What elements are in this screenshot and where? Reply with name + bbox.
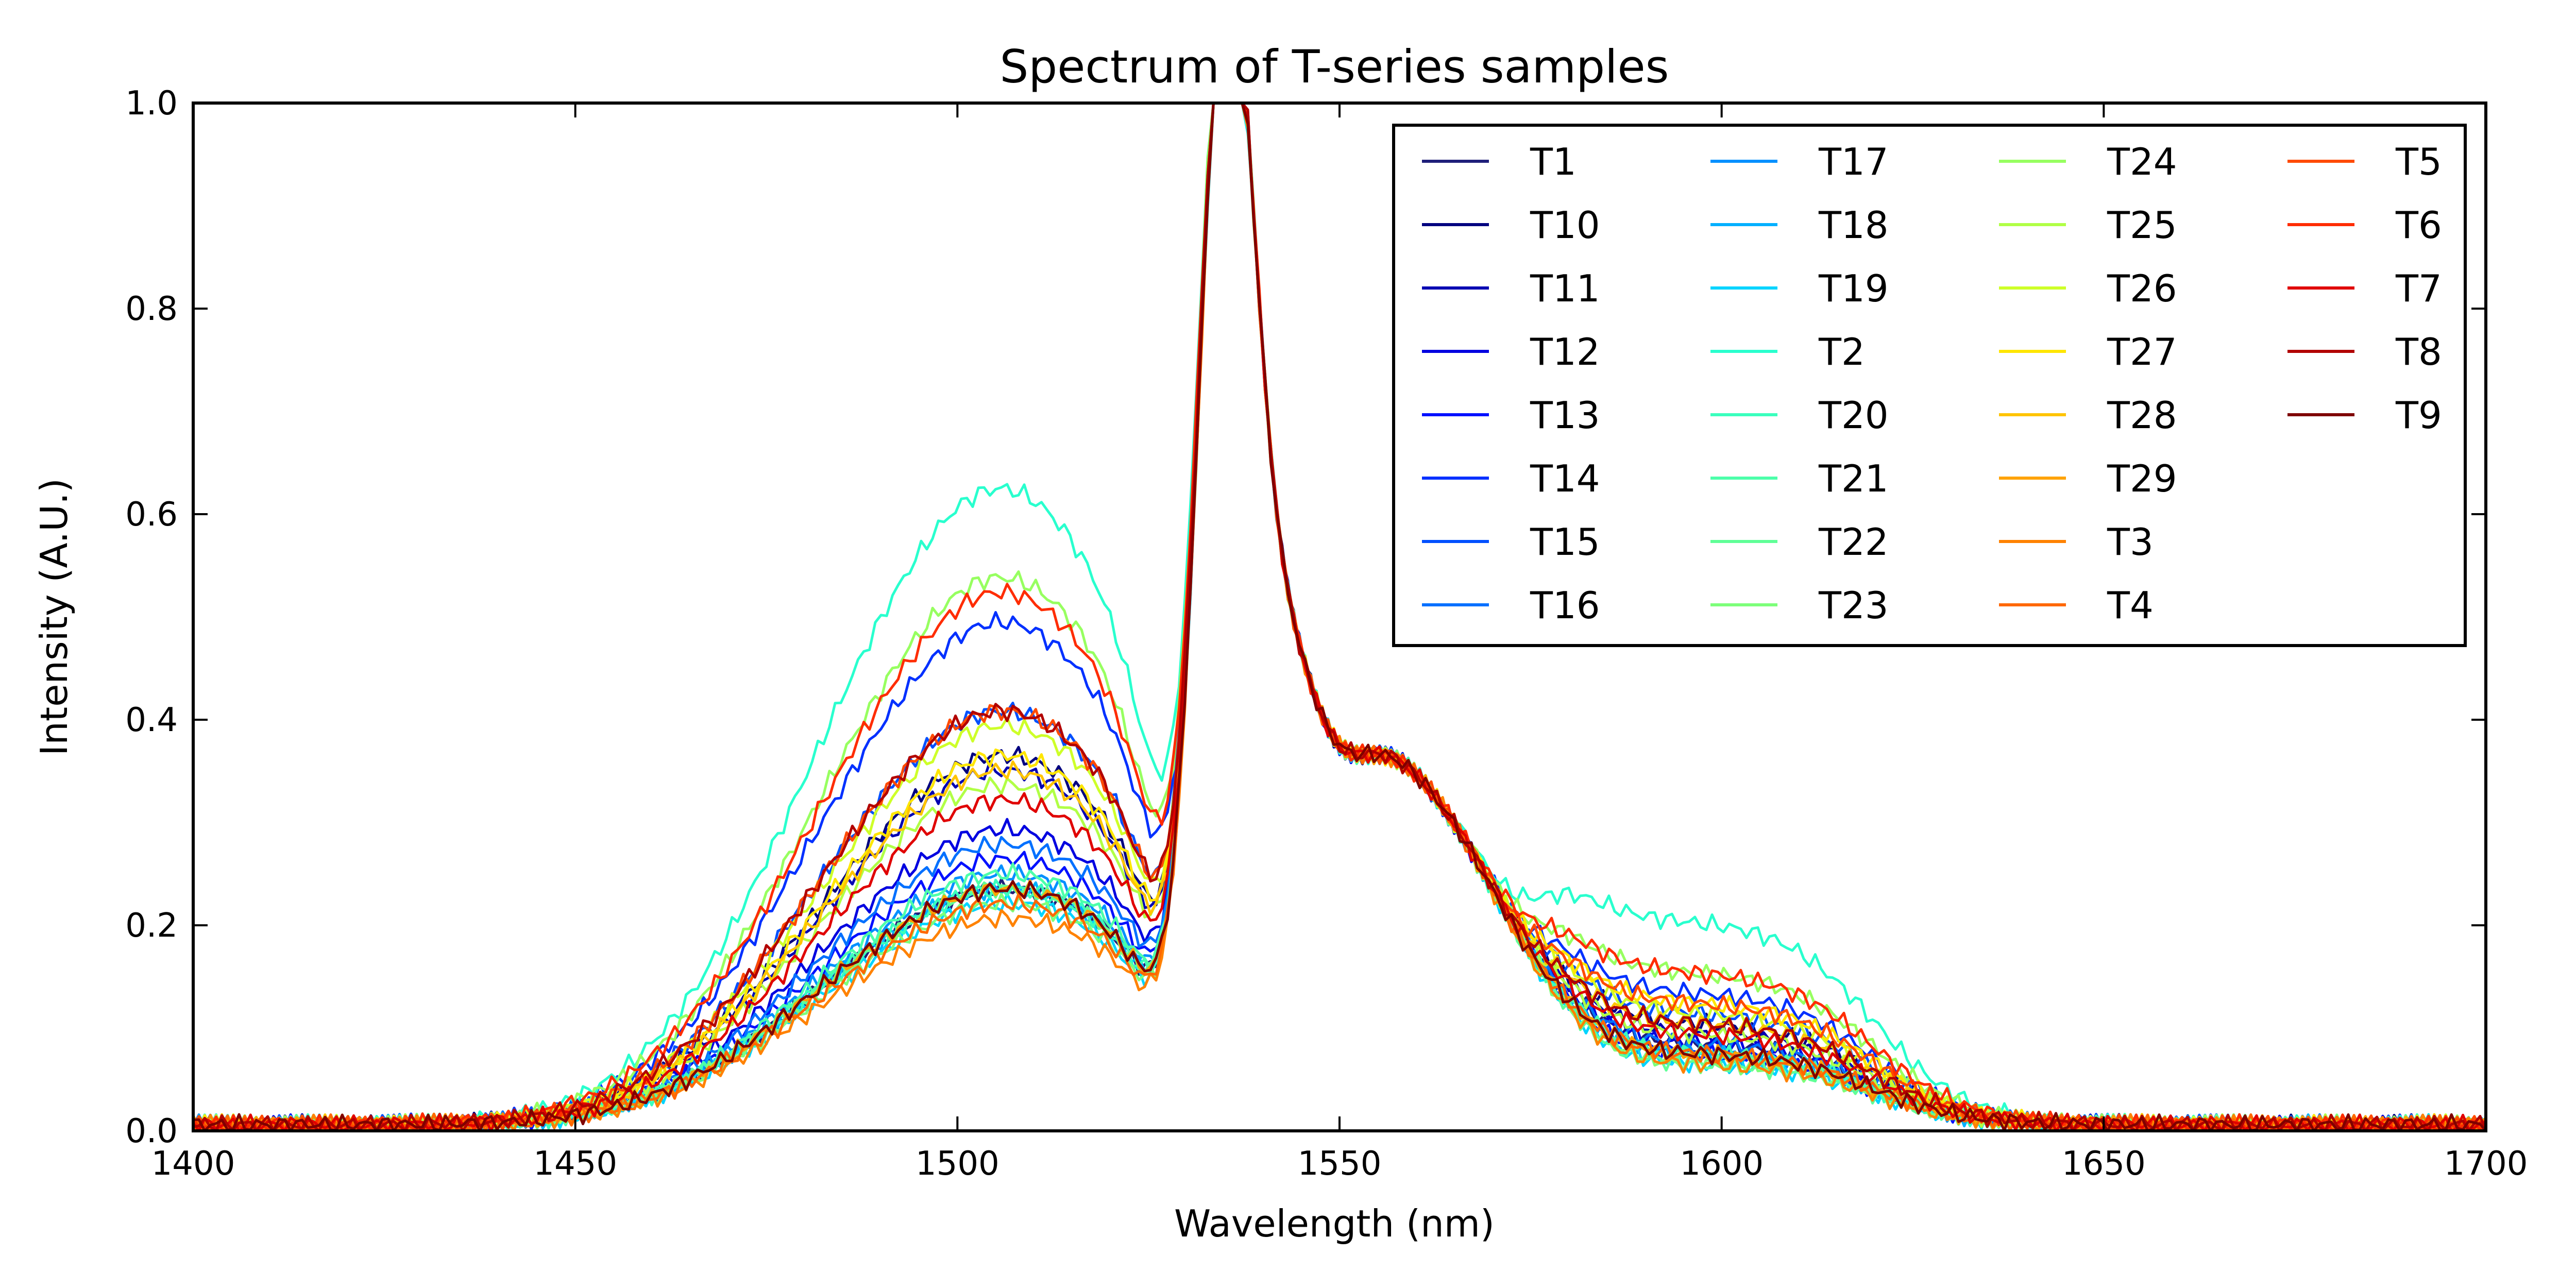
legend-label-t27: T27 — [2107, 330, 2177, 374]
x-tick-labels: 1400 1450 1500 1550 1600 1650 1700 — [151, 1145, 2528, 1183]
legend-label-t5: T5 — [2395, 140, 2442, 183]
x-tick-label: 1450 — [533, 1145, 617, 1183]
axis-ticks — [192, 102, 2487, 1132]
legend-label-t20: T20 — [1818, 394, 1889, 437]
legend-label-t23: T23 — [1818, 584, 1889, 627]
y-tick-label: 0.4 — [125, 701, 178, 739]
legend-label-t26: T26 — [2107, 267, 2177, 310]
y-axis-title: Intensity (A.U.) — [32, 478, 76, 756]
y-tick-label: 0.6 — [125, 496, 178, 534]
legend-frame — [1392, 124, 2467, 647]
x-tick-label: 1650 — [2062, 1145, 2146, 1183]
y-tick-label: 0.0 — [125, 1112, 178, 1150]
legend-label-t9: T9 — [2395, 394, 2442, 437]
legend-label-t29: T29 — [2107, 457, 2177, 500]
legend-label-t12: T12 — [1530, 330, 1600, 374]
legend-label-t28: T28 — [2107, 394, 2177, 437]
legend-label-t24: T24 — [2107, 140, 2177, 183]
y-tick-label: 1.0 — [125, 84, 178, 123]
legend-label-t1: T1 — [1530, 140, 1577, 183]
legend-label-t17: T17 — [1818, 140, 1889, 183]
x-tick-label: 1500 — [916, 1145, 999, 1183]
legend-label-t25: T25 — [2107, 204, 2177, 247]
legend-label-t3: T3 — [2107, 520, 2154, 564]
legend-label-t7: T7 — [2395, 267, 2442, 310]
legend-label-t10: T10 — [1530, 204, 1600, 247]
x-axis-title: Wavelength (nm) — [1174, 1202, 1495, 1245]
legend-label-t15: T15 — [1530, 520, 1600, 564]
legend-label-t22: T22 — [1818, 520, 1889, 564]
legend-label-t19: T19 — [1818, 267, 1889, 310]
legend-label-t21: T21 — [1818, 457, 1889, 500]
x-tick-label: 1600 — [1680, 1145, 1764, 1183]
x-tick-label: 1700 — [2444, 1145, 2528, 1183]
legend-label-t4: T4 — [2107, 584, 2154, 627]
legend-label-t8: T8 — [2395, 330, 2442, 374]
legend-label-t13: T13 — [1530, 394, 1600, 437]
y-tick-label: 0.2 — [125, 907, 178, 945]
legend-label-t6: T6 — [2395, 204, 2442, 247]
legend-label-t14: T14 — [1530, 457, 1600, 500]
y-tick-labels: 0.0 0.2 0.4 0.6 0.8 1.0 — [125, 84, 178, 1150]
legend-label-t2: T2 — [1818, 330, 1865, 374]
x-tick-label: 1400 — [151, 1145, 235, 1183]
legend-label-t18: T18 — [1818, 204, 1889, 247]
legend-label-t11: T11 — [1530, 267, 1600, 310]
x-tick-label: 1550 — [1298, 1145, 1382, 1183]
y-tick-label: 0.8 — [125, 290, 178, 328]
legend: T1 T10 T11 T12 T13 T14 T15 T16 T17 T18 T19 T2 T20 T21… — [1392, 124, 2467, 647]
chart-title: Spectrum of T-series samples — [1000, 40, 1669, 93]
legend-label-t16: T16 — [1530, 584, 1600, 627]
